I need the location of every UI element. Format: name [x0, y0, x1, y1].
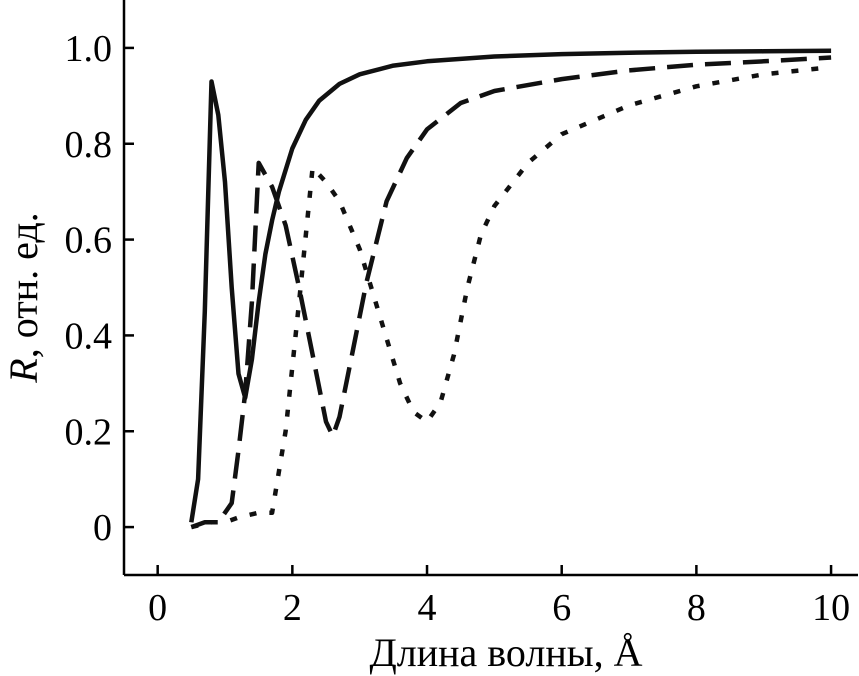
- x-ticks: 0 2 4 6 8 10: [148, 565, 850, 629]
- series-layer: [189, 48, 832, 530]
- x-tick-label: 0: [148, 587, 167, 629]
- x-axis-title: Длина волны, Å: [369, 630, 642, 675]
- y-axis-title: R, отн. ед.: [1, 212, 46, 383]
- x-tick-label: 4: [418, 587, 437, 629]
- series-line-dashed: [190, 55, 832, 530]
- x-tick-label: 6: [552, 587, 571, 629]
- axes: [122, 0, 858, 577]
- series-line-solid: [189, 48, 832, 523]
- y-tick-label: 0.4: [65, 315, 113, 357]
- y-tick-label: 0.2: [65, 411, 113, 453]
- y-tick-label: 0.6: [65, 220, 113, 262]
- y-tick-label: 0.8: [65, 124, 113, 166]
- x-tick-label: 2: [283, 587, 302, 629]
- x-tick-label: 10: [812, 587, 850, 629]
- y-tick-label: 1.0: [65, 28, 113, 70]
- y-axis-title-symbol: R: [1, 358, 46, 383]
- y-tick-label: 0: [93, 507, 112, 549]
- y-axis-title-unit: , отн. ед.: [1, 212, 46, 358]
- y-ticks: 0 0.2 0.4 0.6 0.8 1.0: [65, 28, 134, 549]
- x-tick-label: 8: [687, 587, 706, 629]
- series-line-dotted: [190, 64, 832, 530]
